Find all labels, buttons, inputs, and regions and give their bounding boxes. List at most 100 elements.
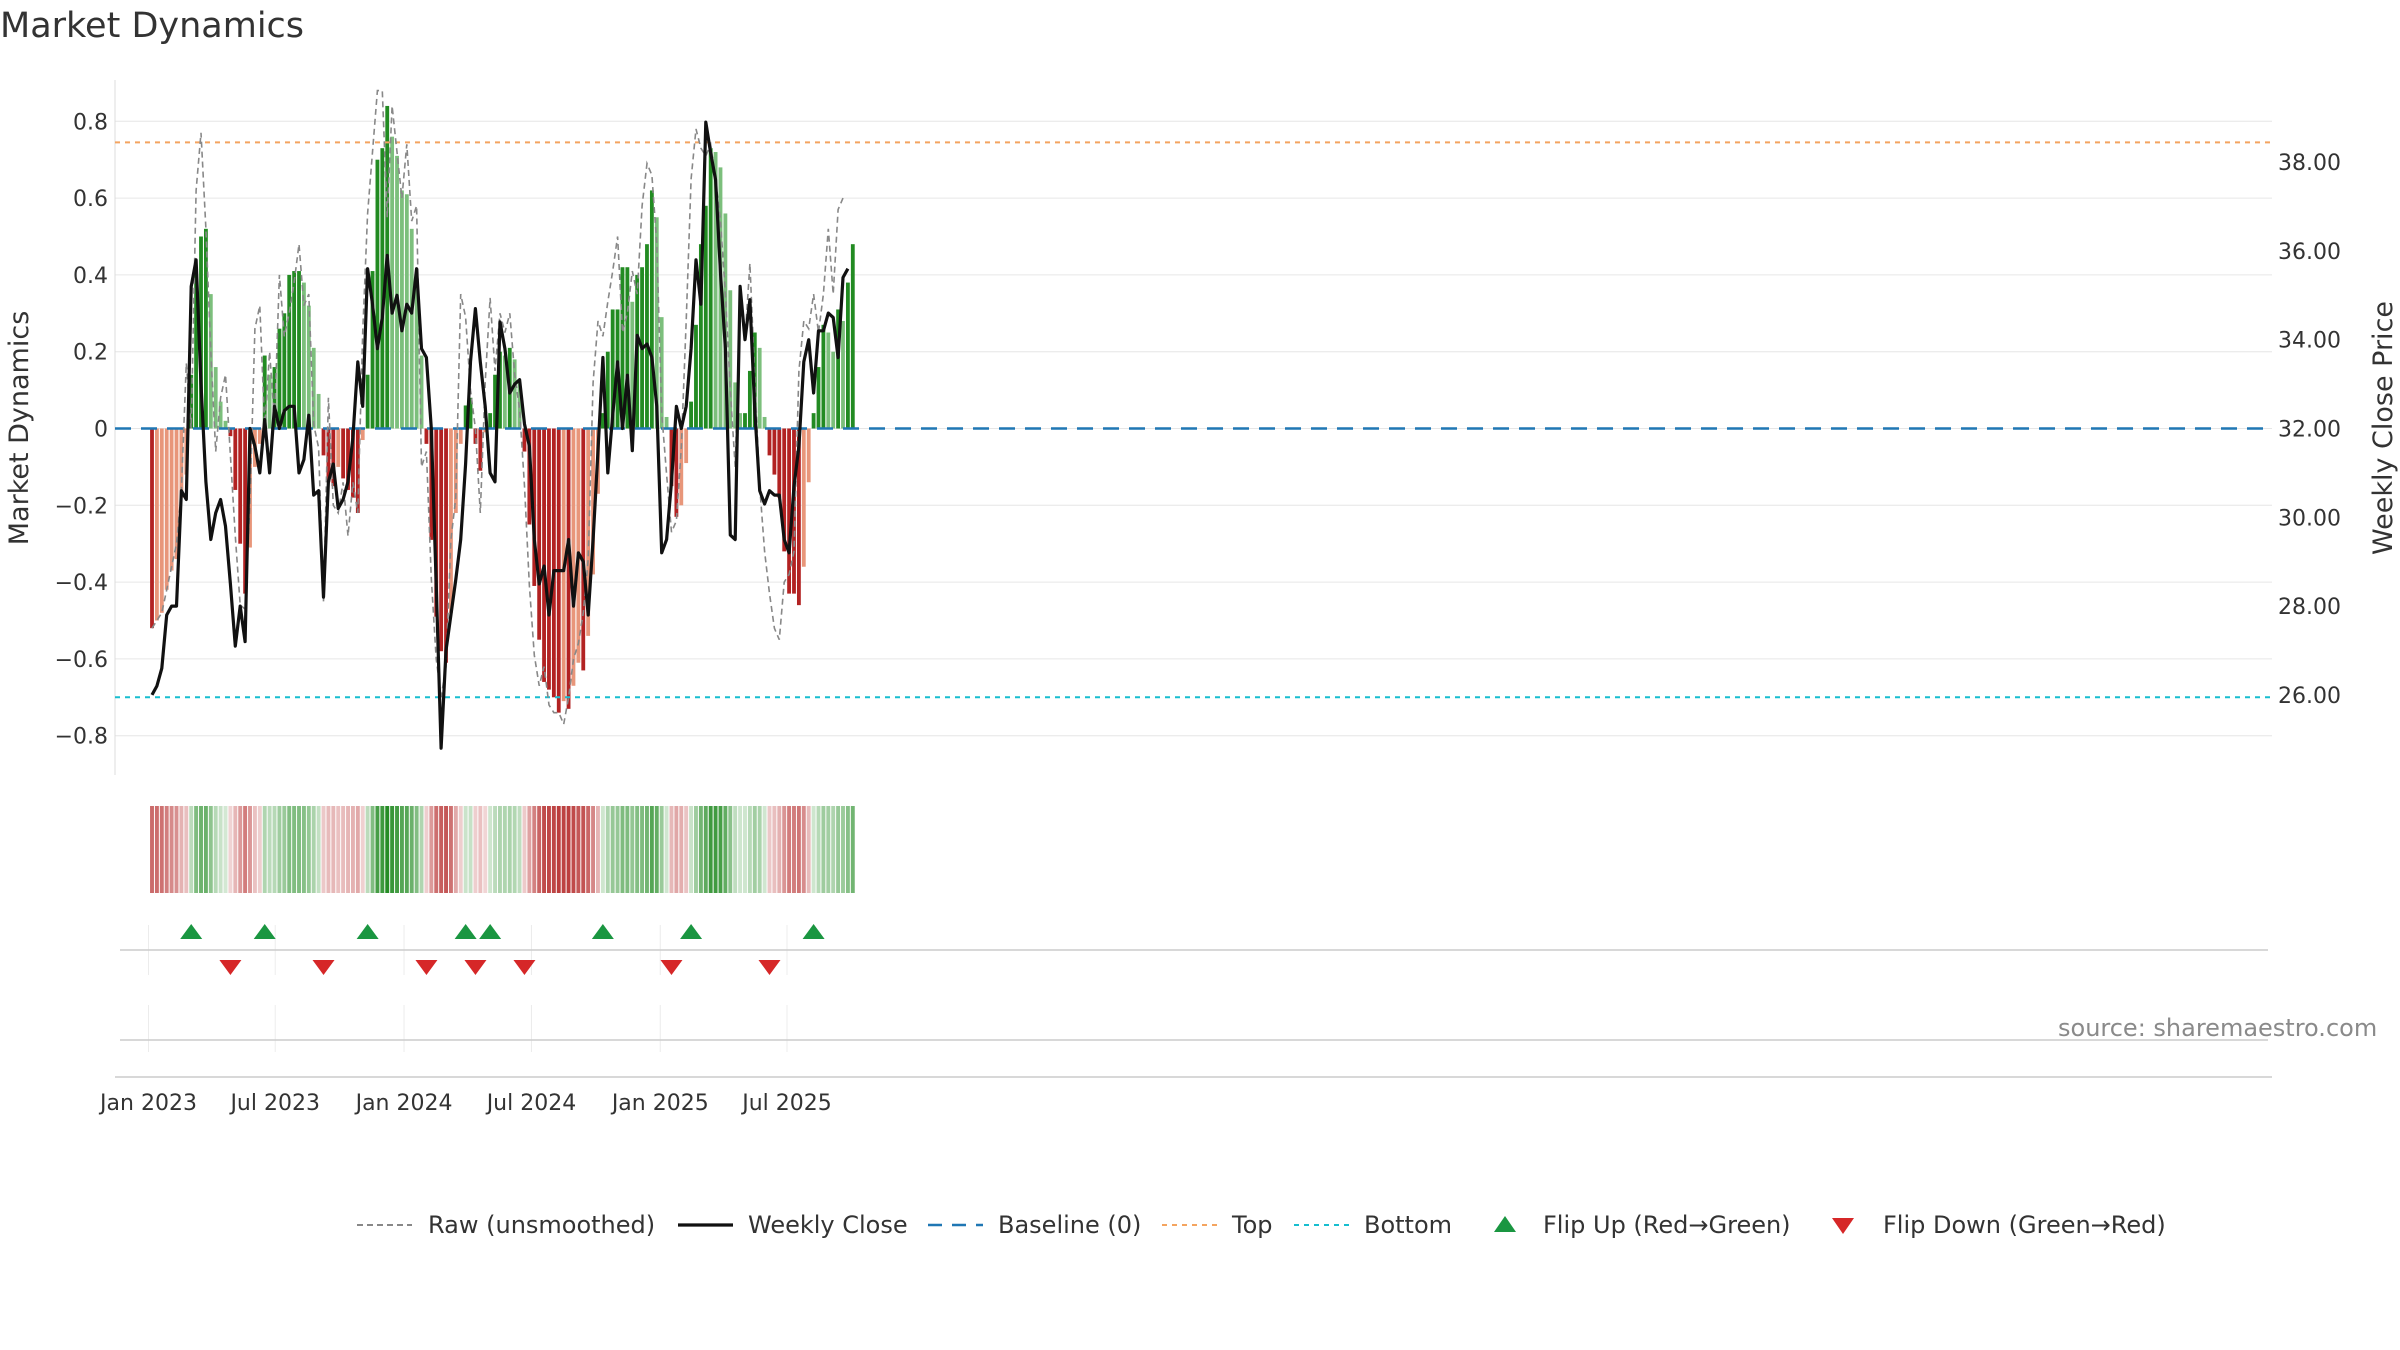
regime-cell [355, 806, 360, 893]
flip-down-marker [758, 960, 781, 975]
flip-up-marker [479, 924, 502, 939]
md-bar [654, 217, 659, 429]
flip-down-marker [464, 960, 487, 975]
grid-lines [115, 120, 2272, 1052]
regime-cell [645, 806, 649, 893]
md-bar [478, 428, 483, 471]
md-bar [365, 374, 370, 429]
regime-cell [252, 806, 257, 893]
regime-cell [419, 806, 424, 893]
legend-close-label: Weekly Close [748, 1211, 908, 1239]
md-bar [218, 401, 223, 429]
md-bar [257, 428, 262, 444]
regime-cell [311, 806, 316, 893]
md-bar [400, 190, 404, 429]
regime-cell [429, 806, 434, 893]
regime-cell [375, 806, 380, 893]
regime-cell [159, 806, 164, 893]
regime-cell [223, 806, 228, 893]
md-bar [566, 428, 571, 709]
right-tick-label: 38.00 [2278, 151, 2341, 176]
regime-cell [478, 806, 483, 893]
left-tick-label: −0.8 [55, 725, 108, 750]
regime-cell [282, 806, 287, 893]
bars [150, 105, 855, 713]
regime-cell [576, 806, 581, 893]
right-tick-label: 32.00 [2278, 418, 2341, 443]
x-tick-label: Jan 2023 [98, 1091, 197, 1116]
regime-cell [772, 806, 777, 893]
flip-down-marker [219, 960, 242, 975]
regime-cell [272, 806, 277, 893]
regime-cell [385, 806, 390, 893]
regime-cell [395, 806, 399, 893]
regime-cell [292, 806, 297, 893]
md-bar [409, 228, 414, 429]
regime-cell [610, 806, 615, 893]
md-bar [414, 274, 419, 429]
regime-cell [331, 806, 336, 893]
flip-up-marker [356, 924, 379, 939]
regime-cell [591, 806, 596, 893]
md-bar [419, 355, 424, 429]
regime-cell [453, 806, 458, 893]
md-bar [449, 428, 453, 613]
md-bar [669, 428, 674, 487]
regime-cell [189, 806, 194, 893]
left-tick-label: 0.8 [73, 110, 108, 135]
regime-cell [747, 806, 752, 893]
md-bar [664, 416, 669, 429]
regime-cell [782, 806, 787, 893]
left-tick-label: −0.2 [55, 494, 108, 519]
chart-title: Market Dynamics [0, 6, 305, 46]
md-bar [684, 428, 689, 464]
regime-cell [718, 806, 723, 893]
regime-cell [532, 806, 537, 893]
md-bar [360, 428, 365, 441]
regime-cell [551, 806, 556, 893]
md-bar [551, 428, 556, 698]
md-bar [444, 428, 448, 663]
md-bar [375, 159, 380, 429]
regime-cell [659, 806, 664, 893]
regime-cell [752, 806, 757, 893]
regime-cell [600, 806, 605, 893]
x-tick-label: Jan 2024 [354, 1091, 453, 1116]
regime-cell [507, 806, 512, 893]
md-bar [473, 428, 478, 444]
regime-cell [826, 806, 831, 893]
left-tick-label: −0.6 [55, 648, 108, 673]
regime-cell [448, 806, 453, 893]
md-bar [164, 428, 169, 590]
md-bar [331, 428, 336, 487]
regime-cell [703, 806, 708, 893]
md-bar [434, 428, 439, 617]
md-bar [395, 155, 399, 429]
regime-cell [615, 806, 620, 893]
md-bar [787, 428, 792, 594]
md-bar [792, 428, 796, 594]
md-bar [777, 428, 782, 498]
regime-cell [365, 806, 370, 893]
md-bar [208, 294, 213, 429]
regime-cell [380, 806, 385, 893]
regime-cell [542, 806, 547, 893]
md-bar [801, 428, 806, 567]
legend-flip-down-label: Flip Down (Green→Red) [1883, 1211, 2166, 1239]
regime-cell [792, 806, 796, 893]
md-bar [645, 244, 649, 429]
right-tick-label: 26.00 [2278, 684, 2341, 709]
regime-cell [767, 806, 772, 893]
regime-cell [801, 806, 806, 893]
md-bar [199, 236, 203, 429]
regime-cell [277, 806, 282, 893]
regime-cell [483, 806, 488, 893]
md-bar [600, 413, 605, 429]
regime-cell [664, 806, 669, 893]
md-bar [767, 428, 772, 456]
regime-cell [297, 806, 301, 893]
md-bar [698, 244, 703, 429]
flip-up-marker [253, 924, 276, 939]
regime-cell [301, 806, 306, 893]
